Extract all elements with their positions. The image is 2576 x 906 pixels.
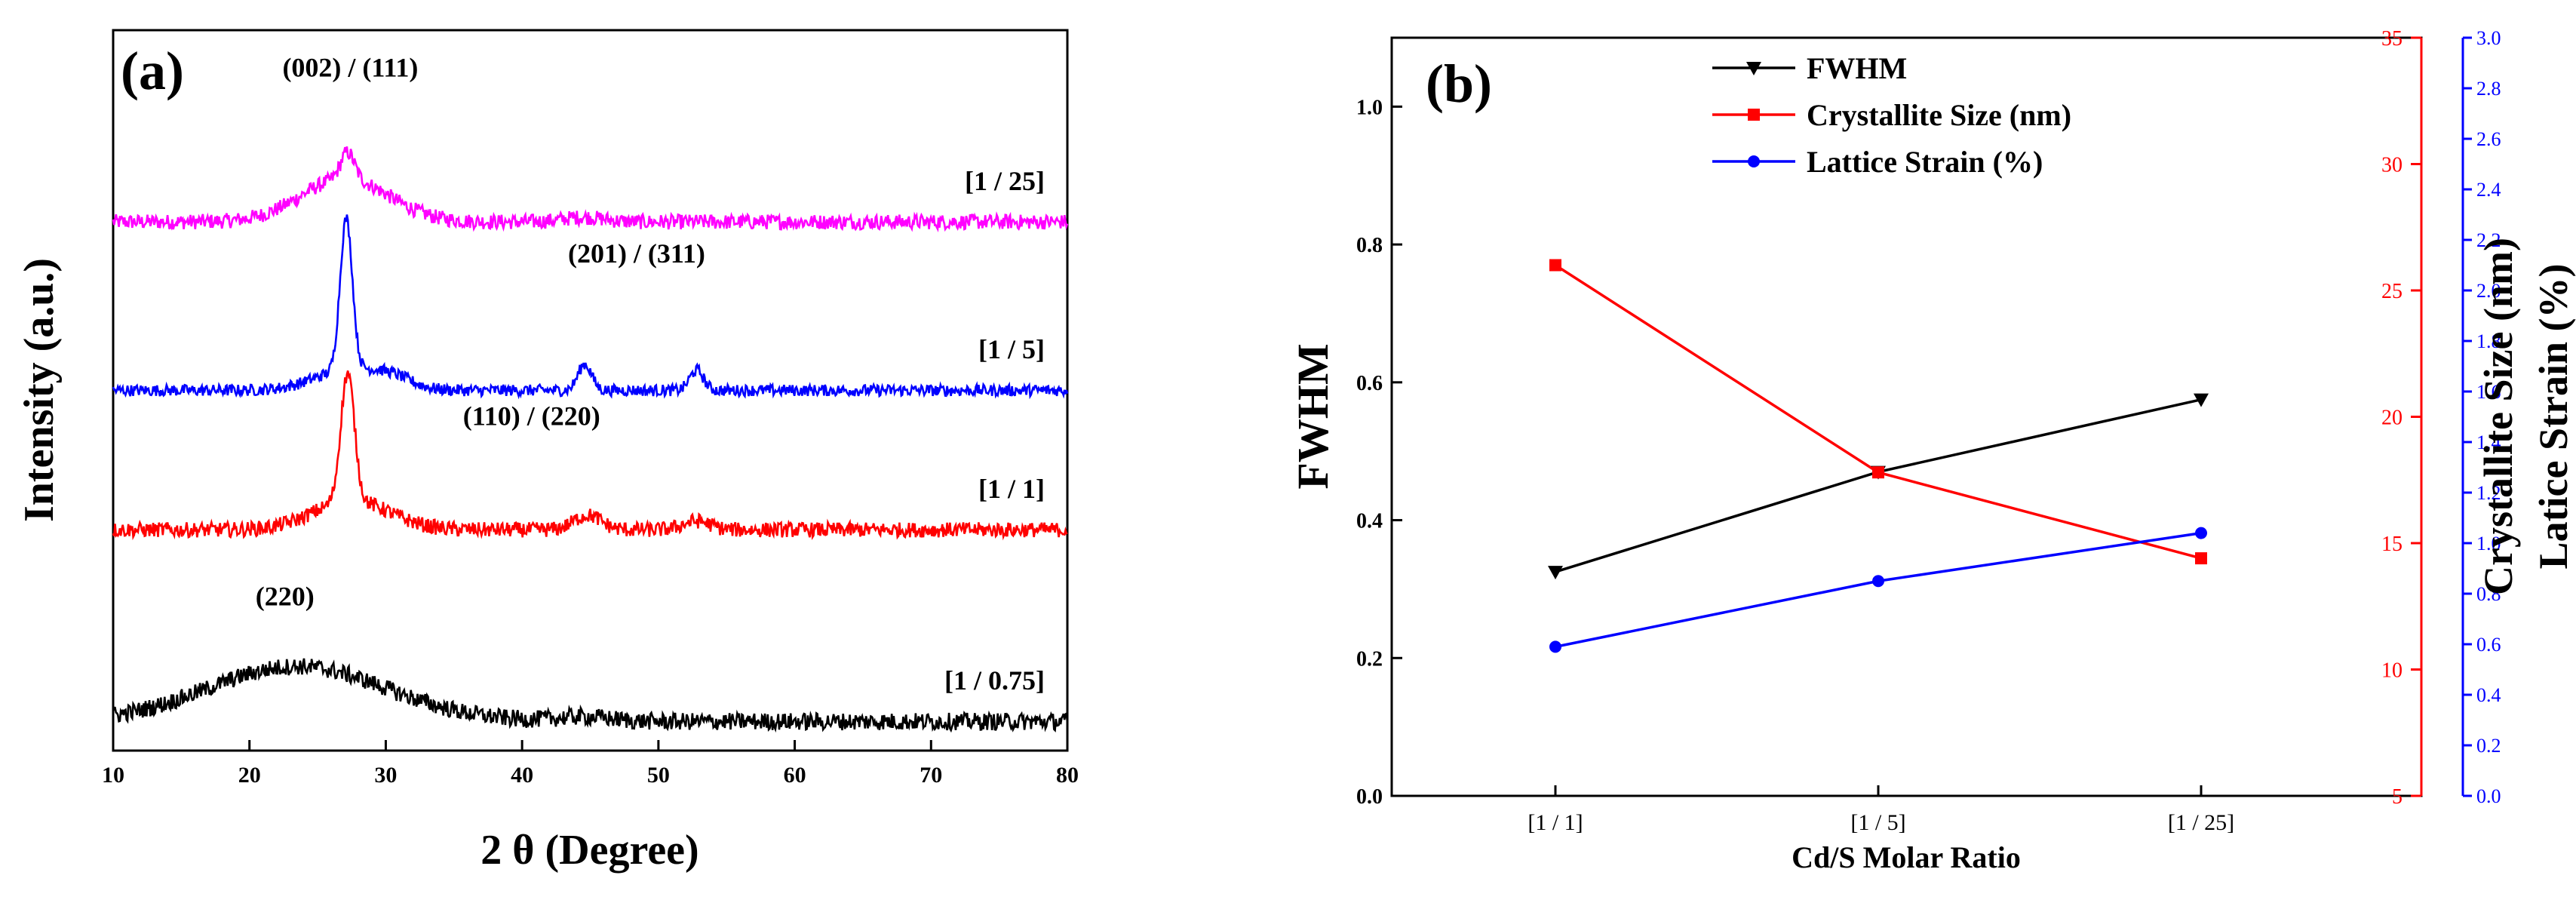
- panel-b-legend-label: FWHM: [1807, 51, 1907, 85]
- panel-b-right2-tick-label: 0.2: [2476, 735, 2501, 757]
- panel-b-data-point: [1549, 640, 1561, 653]
- panel-a-x-tick-label: 20: [238, 763, 261, 788]
- panel-b-data-point: [1872, 575, 1884, 588]
- panel-b-left-tick-label: 0.0: [1356, 785, 1383, 809]
- panel-a-series-label: [1 / 1]: [978, 474, 1045, 504]
- panel-b-x-ticks: [1 / 1] [1 / 5] [1 / 25]: [1527, 785, 2234, 835]
- panel-b-right1-tick-label: 10: [2381, 659, 2403, 683]
- panel-a-series-line: [112, 658, 1069, 733]
- panel-b-x-tick-label: [1 / 5]: [1850, 810, 1905, 835]
- panel-a-series: [112, 146, 1069, 733]
- panel-b-left-axis-label: FWHM: [1288, 343, 1337, 489]
- panel-a-x-tick-label: 80: [1056, 763, 1079, 788]
- panel-a-x-tick-label: 50: [647, 763, 670, 788]
- panel-b-right2-tick-label: 1.0: [2476, 533, 2501, 554]
- panel-b-right1-tick-label: 5: [2392, 785, 2403, 809]
- panel-a-series-line: [112, 214, 1069, 400]
- panel-b-left-ticks: 0.0 0.2 0.4 0.6 0.8 1.0: [1356, 96, 1402, 809]
- panel-b-legend: FWHM Crystallite Size (nm) Lattice Strain …: [1712, 51, 2071, 179]
- panel-b-series: [1548, 259, 2209, 653]
- panel-b-legend-marker: [1748, 109, 1760, 121]
- panel-b-series-line: [1555, 398, 2202, 573]
- panel-b-legend-label: Lattice Strain (%): [1807, 145, 2043, 179]
- panel-b-right2-axis-label: Latice Strain (%): [2531, 264, 2576, 570]
- panel-b-right2-tick-label: 3.0: [2476, 27, 2501, 49]
- panel-b-right2-tick-label: 0.4: [2476, 684, 2501, 706]
- panel-a-peak-annotation: (201) / (311): [568, 238, 705, 269]
- panel-b-right2-ticks: 0.0 0.2 0.4 0.6 0.8 1.0 1.2 1.4 1.6 1.8 2.0 2.2 2.4 2…: [2463, 27, 2501, 807]
- panel-b-right1-axis-label: Crystallite Size (nm): [2476, 238, 2521, 595]
- panel-b-right2-tick-label: 1.2: [2476, 482, 2501, 504]
- panel-a-series-labels: [1 / 25] [1 / 5] [1 / 1] [1 / 0.75]: [944, 166, 1045, 696]
- panel-a-y-axis-label: Intensity (a.u.): [16, 258, 63, 522]
- panel-a-peak-annotation: (110) / (220): [463, 401, 600, 432]
- panel-a-peak-annotation: (002) / (111): [282, 53, 418, 83]
- panel-b-legend-marker: [1748, 155, 1760, 167]
- panel-b-right2-tick-label: 0.6: [2476, 634, 2501, 656]
- panel-a: (a) 10 20 30 40 50 60 70 80 [1 / 25][1 / 5][1 /…: [16, 29, 1079, 874]
- panel-a-series-label: [1 / 0.75]: [944, 665, 1045, 696]
- panel-b-right1-tick-label: 15: [2381, 533, 2403, 556]
- panel-a-series-label: [1 / 25]: [965, 166, 1045, 196]
- panel-b-right2-tick-label: 2.0: [2476, 280, 2501, 302]
- panel-b-data-point: [2194, 393, 2209, 407]
- panel-a-plot-frame: [112, 29, 1069, 752]
- panel-b-data-point: [1548, 566, 1563, 580]
- panel-b: (b) 0.0 0.2 0.4 0.6 0.8 1.0 5 10 15 20 25 30 35 0.0…: [1288, 27, 2576, 874]
- panel-b-right1-tick-label: 35: [2381, 27, 2403, 51]
- panel-b-legend-marker: [1746, 62, 1761, 75]
- panel-b-label: (b): [1426, 54, 1492, 114]
- panel-b-right1-tick-label: 30: [2381, 154, 2403, 177]
- panel-b-series-line: [1555, 531, 2202, 649]
- panel-a-x-tick-label: 40: [511, 763, 533, 788]
- panel-a-x-ticks: 10 20 30 40 50 60 70 80: [102, 740, 1079, 788]
- panel-b-right2-tick-label: 2.4: [2476, 179, 2501, 201]
- panel-b-left-tick-label: 0.4: [1356, 510, 1383, 533]
- panel-b-right2-tick-label: 2.2: [2476, 229, 2501, 251]
- panel-a-series-label: [1 / 5]: [978, 334, 1045, 364]
- panel-b-right2-tick-label: 2.6: [2476, 128, 2501, 150]
- panel-b-right1-tick-label: 25: [2381, 280, 2403, 303]
- panel-a-peak-annotation: (220): [256, 581, 315, 611]
- panel-b-x-tick-label: [1 / 25]: [2168, 810, 2234, 835]
- panel-b-right2-tick-label: 1.6: [2476, 381, 2501, 403]
- panel-b-data-point: [2195, 527, 2207, 539]
- panel-a-x-tick-label: 60: [784, 763, 806, 788]
- panel-a-series-line: [112, 370, 1068, 541]
- panel-b-legend-label: Crystallite Size (nm): [1807, 98, 2071, 132]
- panel-a-x-axis-label: 2 θ (Degree): [481, 827, 698, 874]
- panel-a-x-tick-label: 30: [374, 763, 397, 788]
- panel-b-left-tick-label: 0.2: [1356, 647, 1383, 671]
- panel-b-series-line: [1555, 264, 2202, 560]
- panel-b-right2-tick-label: 2.8: [2476, 78, 2501, 100]
- panel-b-right2-tick-label: 0.0: [2476, 785, 2501, 807]
- panel-b-x-axis-label: Cd/S Molar Ratio: [1792, 840, 2021, 874]
- panel-b-right1-tick-label: 20: [2381, 407, 2403, 430]
- panel-b-right2-tick-label: 1.4: [2476, 432, 2501, 453]
- panel-b-x-tick-label: [1 / 1]: [1527, 810, 1583, 835]
- panel-a-label: (a): [121, 41, 184, 101]
- panel-b-data-point: [1872, 466, 1884, 479]
- panel-b-right2-tick-label: 1.8: [2476, 330, 2501, 352]
- panel-a-x-tick-label: 70: [920, 763, 942, 788]
- panel-b-left-tick-label: 0.8: [1356, 234, 1383, 257]
- panel-b-data-point: [1549, 259, 1561, 272]
- panel-b-right1-ticks: 5 10 15 20 25 30 35: [2381, 27, 2421, 809]
- panel-a-series-line: [112, 146, 1069, 233]
- panel-b-data-point: [2195, 552, 2207, 565]
- panel-b-left-tick-label: 1.0: [1356, 96, 1383, 119]
- panel-a-x-tick-label: 10: [102, 763, 124, 788]
- panel-b-right2-tick-label: 0.8: [2476, 583, 2501, 605]
- panel-b-left-tick-label: 0.6: [1356, 372, 1383, 395]
- panel-a-annotations: (002) / (111) (201) / (311) (110) / (220) (…: [256, 53, 705, 612]
